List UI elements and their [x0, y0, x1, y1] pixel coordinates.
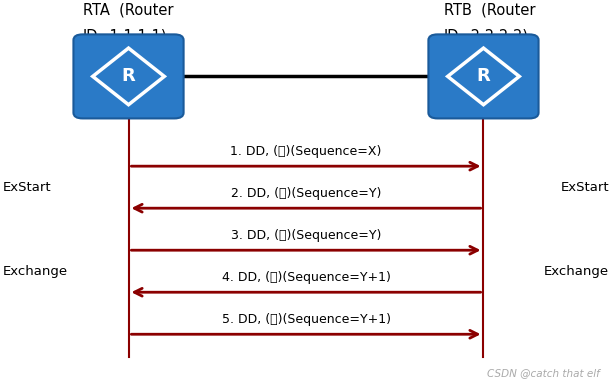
Text: 1. DD, (主)(Sequence=X): 1. DD, (主)(Sequence=X) [230, 145, 382, 158]
Text: 5. DD, (从)(Sequence=Y+1): 5. DD, (从)(Sequence=Y+1) [222, 313, 390, 326]
Text: ID=1.1.1.1): ID=1.1.1.1) [83, 29, 167, 44]
Text: R: R [477, 67, 490, 86]
Text: 3. DD, (从)(Sequence=Y): 3. DD, (从)(Sequence=Y) [231, 229, 381, 242]
FancyBboxPatch shape [73, 34, 184, 118]
Text: CSDN @catch that elf: CSDN @catch that elf [487, 368, 600, 378]
Text: 4. DD, (主)(Sequence=Y+1): 4. DD, (主)(Sequence=Y+1) [222, 271, 390, 284]
Text: Exchange: Exchange [544, 265, 609, 278]
Text: ID=2.2.2.2): ID=2.2.2.2) [444, 29, 529, 44]
Text: ExStart: ExStart [3, 181, 51, 194]
Text: RTA  (Router: RTA (Router [83, 2, 173, 17]
Text: 2. DD, (主)(Sequence=Y): 2. DD, (主)(Sequence=Y) [231, 187, 381, 200]
Text: Exchange: Exchange [3, 265, 68, 278]
Text: RTB  (Router: RTB (Router [444, 2, 536, 17]
FancyBboxPatch shape [428, 34, 539, 118]
Text: ExStart: ExStart [561, 181, 609, 194]
Text: R: R [122, 67, 135, 86]
